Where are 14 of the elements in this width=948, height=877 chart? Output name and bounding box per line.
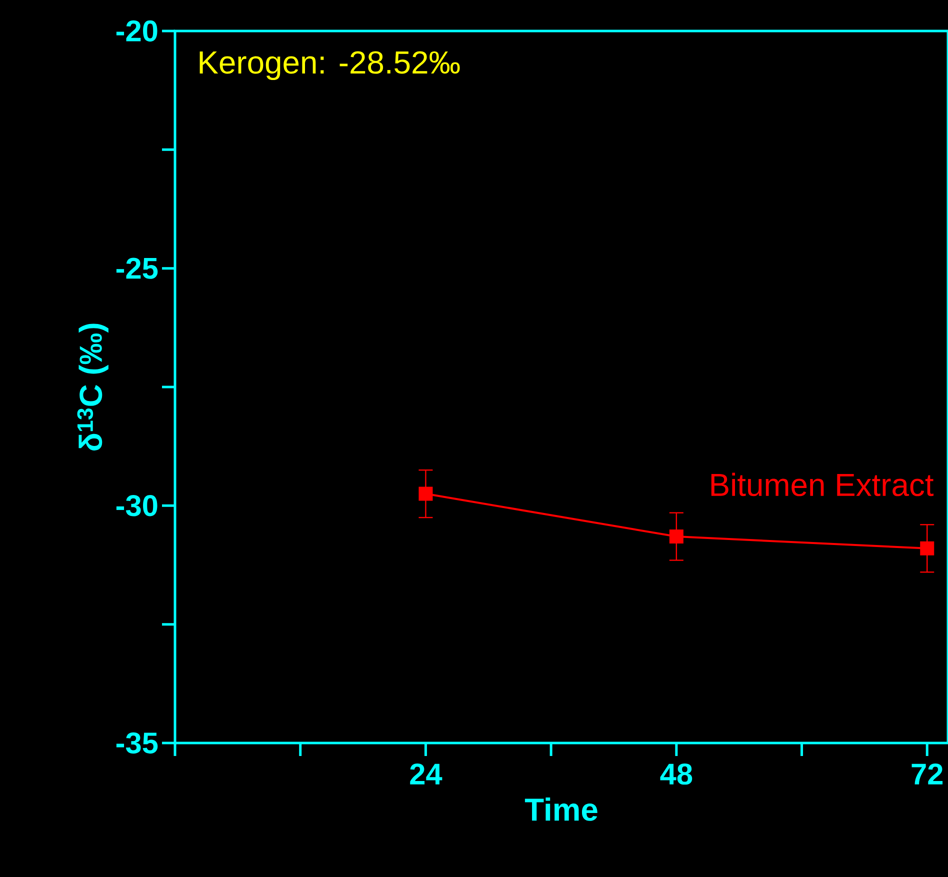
x-tick-label: 24 xyxy=(410,764,442,784)
x-tick-label: 72 xyxy=(912,764,943,784)
x-axis-title: Time xyxy=(524,798,598,821)
y-tick-label: -20 xyxy=(116,20,158,42)
series-label: Bitumen Extract xyxy=(711,472,934,496)
y-tick-label: -30 xyxy=(116,495,158,516)
y-tick-label: -25 xyxy=(116,258,158,279)
y-axis-title: δ$^{13}$C (‰) xyxy=(77,324,108,450)
x-tick-label: 48 xyxy=(660,764,692,785)
point xyxy=(920,541,934,556)
y-tick-label: -35 xyxy=(116,732,158,754)
point xyxy=(418,486,433,501)
annotation: Kerogen: -28.52‰ xyxy=(200,51,460,80)
point xyxy=(669,530,684,544)
